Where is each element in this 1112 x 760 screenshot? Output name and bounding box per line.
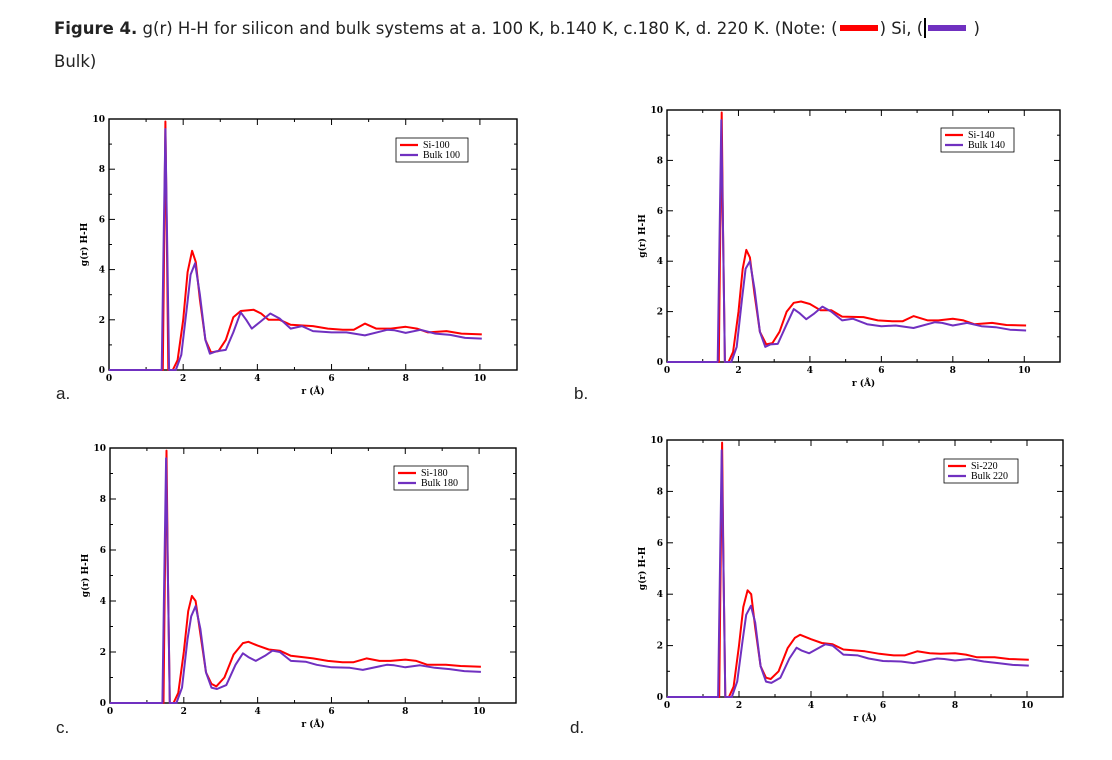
x-tick-label: 0 [107,707,113,717]
legend-box [395,137,469,163]
y-tick-label: 4 [657,590,663,600]
y-tick-label: 10 [93,444,106,454]
series-line-bulk [110,457,481,704]
y-tick-label: 4 [99,266,105,276]
legend-label: Si-140 [968,130,995,141]
x-tick-label: 2 [181,707,187,717]
x-tick-label: 4 [808,701,814,711]
x-tick-label: 0 [664,701,670,711]
x-tick-label: 2 [736,701,742,711]
legend-box [940,127,1015,153]
legend-box [943,458,1019,484]
bulk-color-swatch [928,24,967,31]
x-axis-title: r (Å) [853,712,876,724]
y-tick-label: 4 [657,257,663,267]
x-tick-label: 4 [807,366,813,376]
y-tick-label: 2 [657,642,663,652]
x-tick-label: 8 [402,707,408,717]
legend-label: Si-100 [423,140,450,151]
y-tick-label: 10 [92,115,105,125]
figure-caption: Figure 4. g(r) H-H for silicon and bulk … [54,12,1104,78]
x-tick-label: 6 [880,701,886,711]
y-axis-title: g(r) H-H [637,546,648,590]
x-axis-title: r (Å) [301,718,324,730]
y-tick-label: 8 [99,165,105,175]
x-tick-label: 0 [106,374,112,384]
x-tick-label: 8 [952,701,958,711]
x-tick-label: 2 [735,366,741,376]
y-tick-label: 2 [100,648,106,658]
y-tick-label: 4 [100,597,106,607]
series-line-bulk [667,449,1029,698]
x-tick-label: 6 [328,707,334,717]
panel-letter-d: d. [570,718,585,737]
x-tick-label: 8 [950,366,956,376]
x-tick-label: 4 [255,707,261,717]
y-axis-title: g(r) H-H [637,214,648,258]
x-tick-label: 0 [664,366,670,376]
x-tick-label: 6 [878,366,884,376]
legend-box [393,465,469,491]
y-tick-label: 8 [657,156,663,166]
y-tick-label: 6 [657,207,663,217]
y-tick-label: 10 [650,106,663,116]
si-color-swatch [839,24,878,31]
y-tick-label: 10 [650,436,663,446]
x-axis-title: r (Å) [852,377,875,389]
y-tick-label: 0 [657,693,663,703]
y-axis-title: g(r) H-H [79,222,90,266]
x-tick-label: 8 [403,374,409,384]
legend-label: Bulk 220 [971,471,1008,482]
panel-letter-a: a. [56,384,71,403]
x-tick-label: 10 [1018,366,1031,376]
y-tick-label: 6 [99,215,105,225]
y-tick-label: 2 [657,308,663,318]
x-tick-label: 2 [180,374,186,384]
legend-label: Si-180 [421,468,448,479]
y-tick-label: 0 [100,699,106,709]
panel-letter-b: b. [574,384,589,403]
legend-label: Bulk 140 [968,140,1005,151]
panel-letter-c: c. [56,718,70,737]
legend-label: Bulk 100 [423,150,460,161]
y-tick-label: 0 [99,366,105,376]
caption-si-part: ) Si, ( [879,19,924,38]
y-tick-label: 6 [100,546,106,556]
x-tick-label: 4 [254,374,260,384]
series-line-bulk [109,128,482,371]
x-tick-label: 10 [1021,701,1034,711]
x-tick-label: 10 [474,374,487,384]
y-tick-label: 0 [657,358,663,368]
caption-bulk-word: Bulk) [54,52,97,71]
caption-prefix: Figure 4. [54,19,138,38]
x-axis-title: r (Å) [301,385,324,397]
legend-label: Bulk 180 [421,478,458,489]
caption-bulk-part: ) [973,19,980,38]
y-tick-label: 8 [100,495,106,505]
series-line-bulk [667,119,1027,363]
x-tick-label: 10 [473,707,486,717]
text-cursor [924,17,927,38]
x-tick-label: 6 [328,374,334,384]
legend-label: Si-220 [971,461,998,472]
y-tick-label: 6 [657,539,663,549]
caption-text: g(r) H-H for silicon and bulk systems at… [137,19,838,38]
y-axis-title: g(r) H-H [80,553,91,597]
y-tick-label: 2 [99,316,105,326]
y-tick-label: 8 [657,487,663,497]
